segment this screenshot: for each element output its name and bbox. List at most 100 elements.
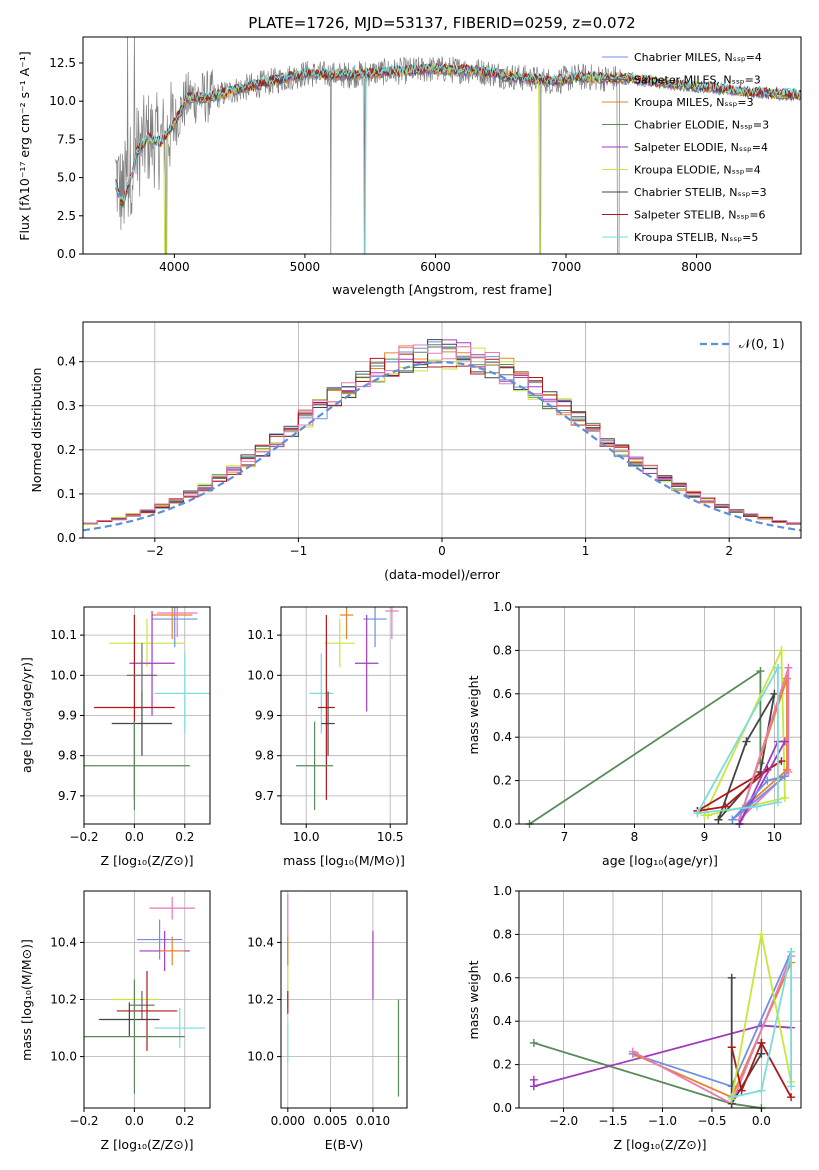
mass-weight-marker: [757, 930, 766, 939]
mass-weight-marker: [784, 663, 793, 672]
x-tick-label: 0.0: [752, 1114, 771, 1128]
mass-weight-marker: [773, 663, 782, 672]
mass-weight-marker: [757, 1049, 766, 1058]
legend-label: Chabrier ELODIE, Nₛₛₚ=3: [634, 119, 769, 132]
x-tick-label: 6000: [420, 260, 451, 274]
age-vs-metallicity-xlabel: Z [log₁₀(Z/Z⊙)]: [101, 853, 194, 868]
y-tick-label: 10.4: [247, 935, 274, 949]
x-tick-label: 0.2: [175, 830, 194, 844]
x-tick-label: 9: [701, 830, 709, 844]
x-tick-label: 2: [725, 544, 733, 558]
mass-weight-marker: [780, 793, 789, 802]
x-tick-label: 0.2: [175, 1114, 194, 1128]
mass-weight-marker: [714, 815, 723, 824]
x-tick-label: 8000: [681, 260, 712, 274]
x-tick-label: −0.2: [69, 1114, 98, 1128]
spectrum-xlabel: wavelength [Angstrom, rest frame]: [332, 282, 552, 297]
y-tick-label: 0.4: [493, 1014, 512, 1028]
y-tick-label: 0.6: [493, 687, 512, 701]
legend-label: Salpeter STELIB, Nₛₛₚ=6: [634, 209, 766, 222]
weight-vs-metallicity-ylabel: mass weight: [466, 960, 481, 1039]
y-tick-label: 10.0: [247, 668, 274, 682]
y-tick-label: 2.5: [57, 209, 76, 223]
y-tick-label: 10.1: [247, 628, 274, 642]
y-tick-label: 10.0: [247, 1050, 274, 1064]
y-tick-label: 9.8: [58, 749, 77, 763]
mass-weight-series-line: [731, 951, 792, 1099]
y-tick-label: 10.2: [247, 993, 274, 1007]
mass-weight-marker: [628, 1047, 637, 1056]
x-tick-label: −1.0: [648, 1114, 677, 1128]
x-tick-label: 7000: [551, 260, 582, 274]
mass-vs-extinction-points: [287, 893, 400, 1097]
y-tick-label: 0.2: [57, 443, 76, 457]
errorbar-point: [309, 653, 334, 734]
x-tick-label: 0.0: [125, 1114, 144, 1128]
age-vs-mass-panel: 10.0 10.5 9.7 9.8 9.9 10.0 10.1 mass [log₁₀(M/…: [247, 606, 408, 868]
mass-vs-extinction-xlabel: E(B-V): [325, 1137, 364, 1152]
age-vs-metallicity-ylabel: age [log₁₀(age/yr)]: [19, 657, 34, 773]
spectrum-lines: [115, 37, 801, 254]
errorbar-point: [296, 721, 334, 810]
weight-vs-metallicity-lines: [529, 930, 796, 1112]
mass-weight-marker: [787, 1082, 796, 1091]
age-vs-mass-points: [296, 607, 399, 810]
spectrum-legend: Chabrier MILES, Nₛₛₚ=4 Salpeter MILES, Nₛ…: [602, 51, 769, 244]
mass-weight-marker: [727, 1093, 736, 1102]
y-tick-label: 9.7: [58, 789, 77, 803]
legend-label: Kroupa STELIB, Nₛₛₚ=5: [634, 231, 758, 244]
y-tick-label: 10.0: [49, 94, 76, 108]
mass-weight-series-line: [731, 775, 786, 821]
residual-histograms: [83, 339, 801, 532]
mass-vs-metallicity-ylabel: mass [log₁₀(M/M⊙)]: [19, 939, 34, 1061]
errorbar-point: [154, 1008, 205, 1049]
mass-weight-marker: [787, 1093, 796, 1102]
errorbar-point: [129, 990, 155, 1020]
y-tick-label: 0.6: [493, 971, 512, 985]
mass-vs-metallicity-points: [84, 896, 205, 1094]
weight-vs-metallicity-panel: −2.0 −1.5 −1.0 −0.5 0.0 0.0 0.2 0.4 0.6 0.8 1.0 Z …: [466, 884, 802, 1152]
mass-weight-marker: [727, 1043, 736, 1052]
y-tick-label: 10.4: [50, 935, 77, 949]
errorbar-point: [157, 607, 198, 638]
normal-legend-label: 𝒩(0, 1): [739, 336, 785, 351]
errorbar-point: [354, 615, 379, 712]
x-tick-label: 5000: [290, 260, 321, 274]
y-tick-label: 0.2: [493, 774, 512, 788]
y-tick-label: 0.0: [493, 1101, 512, 1115]
y-tick-label: 0.1: [57, 487, 76, 501]
mass-weight-marker: [693, 809, 702, 818]
age-vs-metallicity-points: [84, 607, 210, 810]
mass-weight-series-line: [738, 667, 790, 821]
y-tick-label: 0.0: [57, 531, 76, 545]
x-tick-label: 7: [561, 830, 569, 844]
errorbar-point: [116, 970, 178, 1051]
y-tick-label: 0.3: [57, 399, 76, 413]
x-tick-label: −1: [290, 544, 308, 558]
x-tick-label: −1.5: [598, 1114, 627, 1128]
y-tick-label: 0.8: [493, 927, 512, 941]
age-vs-metallicity-panel: −0.2 0.0 0.2 9.7 9.8 9.9 10.0 10.1 Z [log₁₀(Z/Z…: [19, 606, 211, 868]
errorbar-point: [149, 896, 195, 920]
x-tick-label: −2.0: [549, 1114, 578, 1128]
model-spectrum-line: [115, 62, 801, 254]
errorbar-point: [159, 936, 185, 966]
y-tick-label: 1.0: [493, 600, 512, 614]
mass-weight-marker: [757, 1038, 766, 1047]
mass-weight-marker: [529, 1082, 538, 1091]
x-tick-label: 0: [438, 544, 446, 558]
x-tick-label: −2: [146, 544, 164, 558]
legend-label: Salpeter ELODIE, Nₛₛₚ=4: [634, 141, 768, 154]
y-tick-label: 1.0: [493, 884, 512, 898]
legend-label: Kroupa MILES, Nₛₛₚ=3: [634, 96, 754, 109]
y-tick-label: 7.5: [57, 132, 76, 146]
x-tick-label: 0.010: [356, 1114, 390, 1128]
errorbar-point: [129, 611, 175, 716]
x-tick-label: 10: [767, 830, 782, 844]
errorbar-point: [152, 607, 198, 648]
y-tick-label: 9.8: [255, 749, 274, 763]
errorbar-point: [152, 607, 193, 640]
x-tick-label: 4000: [159, 260, 190, 274]
y-tick-label: 10.1: [50, 628, 77, 642]
y-tick-label: 0.0: [57, 247, 76, 261]
